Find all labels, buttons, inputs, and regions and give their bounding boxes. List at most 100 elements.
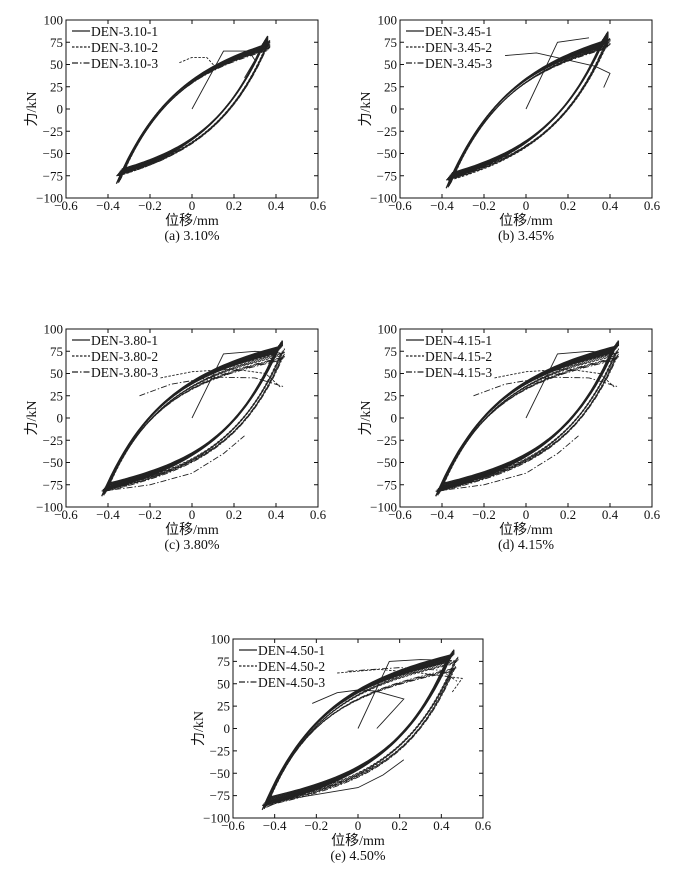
y-tick-label: 25: [50, 79, 63, 94]
panel-caption: (c) 3.80%: [164, 538, 220, 553]
x-tick-label: 0: [355, 818, 362, 833]
hysteresis-loop: [451, 40, 603, 179]
curve-segment: [525, 350, 615, 419]
y-tick-label: −50: [43, 455, 63, 470]
y-axis-label: 力/kN: [358, 92, 374, 127]
legend-label: DEN-4.15-1: [425, 333, 492, 348]
x-tick-label: 0.4: [268, 198, 285, 213]
y-tick-label: −50: [210, 766, 230, 781]
legend-label: DEN-4.50-3: [258, 675, 325, 690]
hysteresis-loop: [263, 665, 457, 809]
y-tick-label: 0: [391, 411, 398, 426]
y-tick-label: −25: [377, 433, 397, 448]
y-tick-label: −50: [377, 455, 397, 470]
plot-area: [261, 649, 464, 811]
x-tick-label: 0.6: [644, 198, 661, 213]
panel-caption: (b) 3.45%: [498, 229, 554, 244]
x-tick-label: 0.2: [392, 818, 408, 833]
x-tick-label: 0.6: [310, 507, 327, 522]
y-tick-label: 100: [211, 632, 231, 647]
x-tick-label: 0.2: [560, 198, 576, 213]
y-tick-label: −25: [210, 743, 230, 758]
x-tick-label: 0.2: [226, 507, 242, 522]
y-tick-label: 75: [50, 35, 63, 50]
legend-label: DEN-4.50-2: [258, 659, 325, 674]
plot-area: [115, 35, 271, 185]
y-tick-label: −75: [43, 477, 63, 492]
panel-caption: (d) 4.15%: [498, 538, 554, 553]
hysteresis-loop: [120, 43, 268, 179]
curve-segment: [266, 759, 405, 808]
legend-label: DEN-4.15-2: [425, 349, 492, 364]
curve-segment: [179, 56, 218, 70]
hysteresis-loop: [441, 349, 613, 488]
x-tick-label: −0.2: [138, 507, 162, 522]
y-tick-label: −100: [370, 500, 397, 515]
y-tick-label: 0: [224, 721, 231, 736]
series-DEN-3.10-2: [118, 39, 271, 184]
legend-label: DEN-3.80-3: [91, 365, 158, 380]
x-tick-label: −0.4: [96, 507, 120, 522]
hysteresis-loop: [266, 659, 457, 806]
x-tick-label: −0.6: [54, 198, 78, 213]
curve-segment: [139, 376, 285, 397]
y-tick-label: 50: [50, 366, 63, 381]
x-tick-label: −0.6: [388, 198, 412, 213]
x-tick-label: −0.2: [472, 198, 496, 213]
y-tick-label: −50: [377, 146, 397, 161]
x-axis-label: 位移/mm: [165, 522, 219, 538]
x-axis-label: 位移/mm: [331, 833, 385, 849]
curve-segment: [437, 435, 579, 492]
panel-3: −0.6 −0.4 −0.2 0 0.2 0.4 0.6 100 75 50 25 0 −25 −50 −7…: [358, 322, 661, 554]
series-DEN-3.10-1: [115, 35, 269, 185]
legend-label: DEN-3.10-1: [91, 24, 158, 39]
panel-caption: (e) 4.50%: [330, 849, 386, 864]
panel-1: −0.6 −0.4 −0.2 0 0.2 0.4 0.6 100 75 50 25 0 −25 −50 −7…: [358, 13, 661, 245]
x-tick-label: −0.2: [138, 198, 162, 213]
y-axis-label: 力/kN: [24, 92, 40, 127]
series-DEN-3.80-2: [103, 348, 285, 496]
x-axis-label: 位移/mm: [499, 213, 553, 229]
x-tick-label: −0.4: [430, 507, 454, 522]
curve-segment: [191, 50, 256, 110]
legend-label: DEN-4.50-1: [258, 643, 325, 658]
legend-label: DEN-3.45-3: [425, 56, 492, 71]
y-tick-label: −100: [203, 811, 230, 826]
y-axis-label: 力/kN: [24, 401, 40, 436]
panel-4: −0.6 −0.4 −0.2 0 0.2 0.4 0.6 100 75 50 25 0 −25 −50 −7…: [191, 632, 492, 865]
y-tick-label: 75: [384, 35, 397, 50]
curve-segment: [312, 689, 405, 729]
x-tick-label: 0.2: [560, 507, 576, 522]
series-DEN-3.45-1: [445, 31, 611, 189]
legend-label: DEN-3.10-3: [91, 56, 158, 71]
series-DEN-3.45-2: [447, 37, 611, 188]
hysteresis-loop: [450, 41, 608, 183]
y-tick-label: 25: [384, 388, 397, 403]
y-tick-label: 100: [378, 322, 398, 337]
y-tick-label: 25: [50, 388, 63, 403]
y-tick-label: −100: [36, 191, 63, 206]
hysteresis-loop: [449, 40, 609, 185]
x-tick-label: 0: [189, 507, 196, 522]
x-tick-label: 0.6: [475, 818, 492, 833]
curve-segment: [357, 659, 452, 729]
curve-segment: [191, 350, 281, 419]
y-axis-label: 力/kN: [358, 401, 374, 436]
legend-label: DEN-3.45-1: [425, 24, 492, 39]
y-tick-label: −75: [377, 477, 397, 492]
y-tick-label: 50: [217, 676, 230, 691]
y-tick-label: 25: [217, 699, 230, 714]
hysteresis-loop: [119, 42, 269, 181]
x-tick-label: −0.4: [263, 818, 287, 833]
curve-segment: [525, 37, 590, 110]
plot-area: [445, 31, 611, 189]
legend-label: DEN-3.80-1: [91, 333, 158, 348]
panel-caption: (a) 3.10%: [164, 229, 220, 244]
x-tick-label: 0.6: [310, 198, 327, 213]
